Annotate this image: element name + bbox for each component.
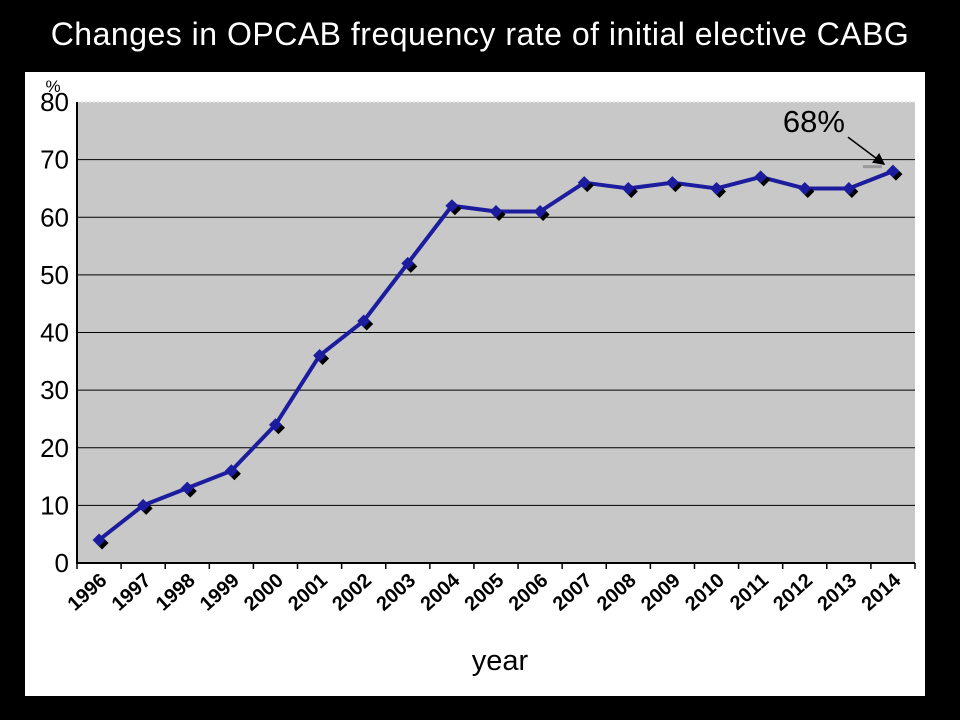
y-tick-label: 30 — [40, 375, 69, 405]
x-tick-label: 2000 — [240, 569, 288, 615]
x-tick-label: 2003 — [372, 569, 420, 615]
data-point-2003 — [401, 256, 415, 270]
x-tick-label: 1998 — [152, 569, 200, 615]
data-point-2005 — [489, 204, 503, 218]
y-tick-label: 40 — [40, 318, 69, 348]
x-tick-label: 1997 — [108, 569, 156, 615]
data-point-1998 — [180, 481, 194, 495]
y-tick-label: 20 — [40, 433, 69, 463]
data-point-2014 — [886, 164, 900, 178]
callout-arrow — [847, 136, 886, 166]
y-tick-label: 0 — [55, 548, 69, 578]
data-point-2000 — [268, 418, 282, 432]
y-tick-label: 60 — [40, 202, 69, 232]
x-tick-label: 2011 — [726, 569, 773, 614]
x-tick-label: 2010 — [681, 569, 729, 615]
y-tick-label: 10 — [40, 490, 69, 520]
callout-label: 68% — [783, 104, 845, 139]
data-point-2004 — [445, 199, 459, 213]
data-point-1996 — [92, 533, 106, 547]
data-point-2009 — [665, 176, 679, 190]
y-tick-label: 50 — [40, 260, 69, 290]
data-point-1997 — [136, 498, 150, 512]
data-point-2002 — [357, 314, 371, 328]
data-point-2011 — [754, 170, 768, 184]
y-tick-label: 80 — [40, 87, 69, 117]
chart-panel: 0 10 20 30 40 50 60 70 80% 1996 1997 1998 1999 2000 20… — [25, 72, 925, 696]
x-tick-label: 2005 — [461, 569, 509, 615]
x-tick-label: 2012 — [769, 569, 817, 615]
slide-title: Changes in OPCAB frequency rate of initi… — [50, 16, 910, 52]
data-point-2013 — [842, 181, 856, 195]
x-tick-label: 2004 — [416, 569, 464, 616]
data-point-2010 — [710, 181, 724, 195]
x-tick-label: 2008 — [593, 569, 641, 615]
data-point-2012 — [798, 181, 812, 195]
y-tick-label: 70 — [40, 145, 69, 175]
x-tick-label: 2007 — [549, 569, 597, 615]
x-tick-label: 2001 — [284, 569, 332, 615]
callout-dash — [862, 165, 882, 169]
data-point-2007 — [577, 176, 591, 190]
data-point-1999 — [224, 464, 238, 478]
x-tick-label: 2009 — [637, 569, 685, 615]
x-tick-label: 2002 — [328, 569, 376, 615]
data-point-2006 — [533, 204, 547, 218]
line-chart: 01020304050607080%1996199719981999200020… — [40, 77, 916, 677]
x-tick-label: 2006 — [505, 569, 553, 615]
y-axis-unit-label: % — [45, 77, 60, 96]
x-axis-title: year — [472, 645, 529, 677]
x-tick-label: 2013 — [813, 569, 861, 615]
data-point-2008 — [621, 181, 635, 195]
x-tick-label: 1999 — [196, 569, 244, 615]
x-tick-label: 2014 — [858, 569, 906, 616]
x-tick-label: 1996 — [64, 569, 112, 615]
data-point-2001 — [313, 349, 327, 363]
